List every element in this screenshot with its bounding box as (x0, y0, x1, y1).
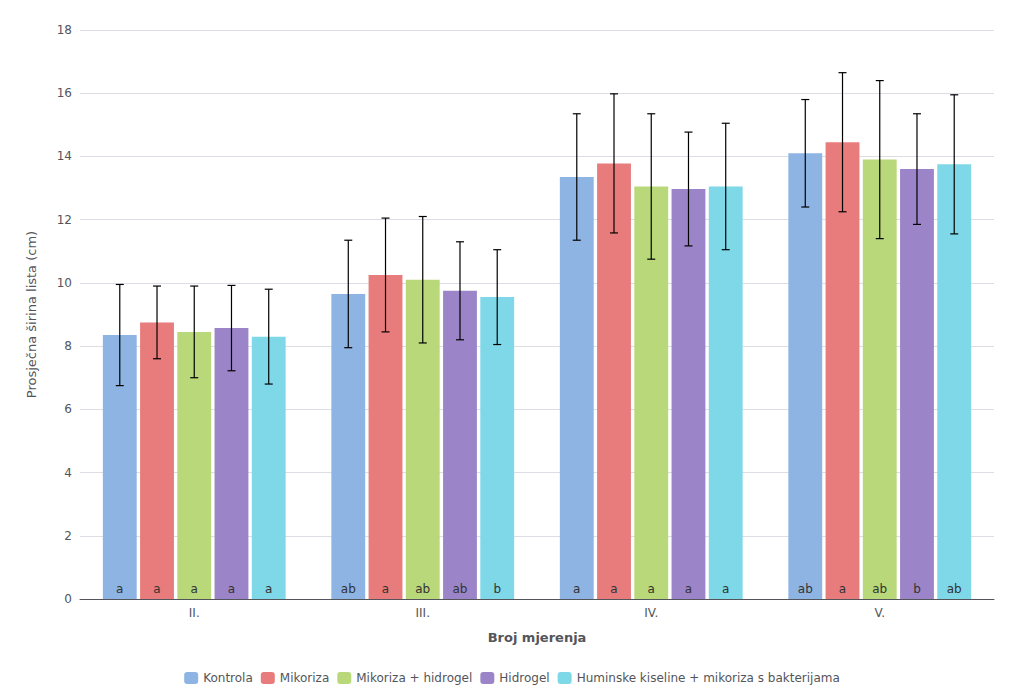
svg-text:4: 4 (64, 466, 72, 480)
svg-text:a: a (116, 582, 123, 596)
svg-text:a: a (191, 582, 198, 596)
svg-text:a: a (382, 582, 389, 596)
svg-text:IV.: IV. (644, 606, 658, 620)
svg-text:ab: ab (415, 582, 430, 596)
svg-text:a: a (648, 582, 655, 596)
svg-text:8: 8 (64, 339, 72, 353)
svg-text:ab: ab (947, 582, 962, 596)
svg-text:b: b (493, 582, 501, 596)
svg-text:a: a (573, 582, 580, 596)
svg-text:ab: ab (798, 582, 813, 596)
svg-text:b: b (913, 582, 921, 596)
svg-text:12: 12 (57, 213, 72, 227)
svg-text:a: a (839, 582, 846, 596)
svg-text:a: a (265, 582, 272, 596)
svg-text:Kontrola: Kontrola (203, 671, 253, 685)
svg-text:10: 10 (57, 276, 72, 290)
svg-text:Hidrogel: Hidrogel (499, 671, 549, 685)
svg-text:a: a (722, 582, 729, 596)
svg-text:Broj mjerenja: Broj mjerenja (488, 630, 587, 645)
svg-text:a: a (153, 582, 160, 596)
svg-text:16: 16 (57, 86, 72, 100)
svg-text:a: a (610, 582, 617, 596)
svg-text:Mikoriza: Mikoriza (280, 671, 329, 685)
svg-text:ab: ab (872, 582, 887, 596)
svg-text:Huminske kiseline + mikoriza s: Huminske kiseline + mikoriza s bakterija… (577, 671, 840, 685)
svg-text:ab: ab (452, 582, 467, 596)
svg-text:18: 18 (57, 23, 72, 37)
svg-text:0: 0 (64, 592, 72, 606)
svg-text:2: 2 (64, 529, 72, 543)
svg-text:a: a (228, 582, 235, 596)
svg-text:a: a (685, 582, 692, 596)
svg-text:Mikoriza + hidrogel: Mikoriza + hidrogel (356, 671, 472, 685)
svg-text:II.: II. (189, 606, 200, 620)
svg-text:ab: ab (341, 582, 356, 596)
svg-text:6: 6 (64, 402, 72, 416)
svg-text:III.: III. (416, 606, 430, 620)
svg-text:14: 14 (57, 149, 72, 163)
svg-text:V.: V. (875, 606, 885, 620)
svg-text:Prosječna širina lista (cm): Prosječna širina lista (cm) (24, 231, 39, 398)
